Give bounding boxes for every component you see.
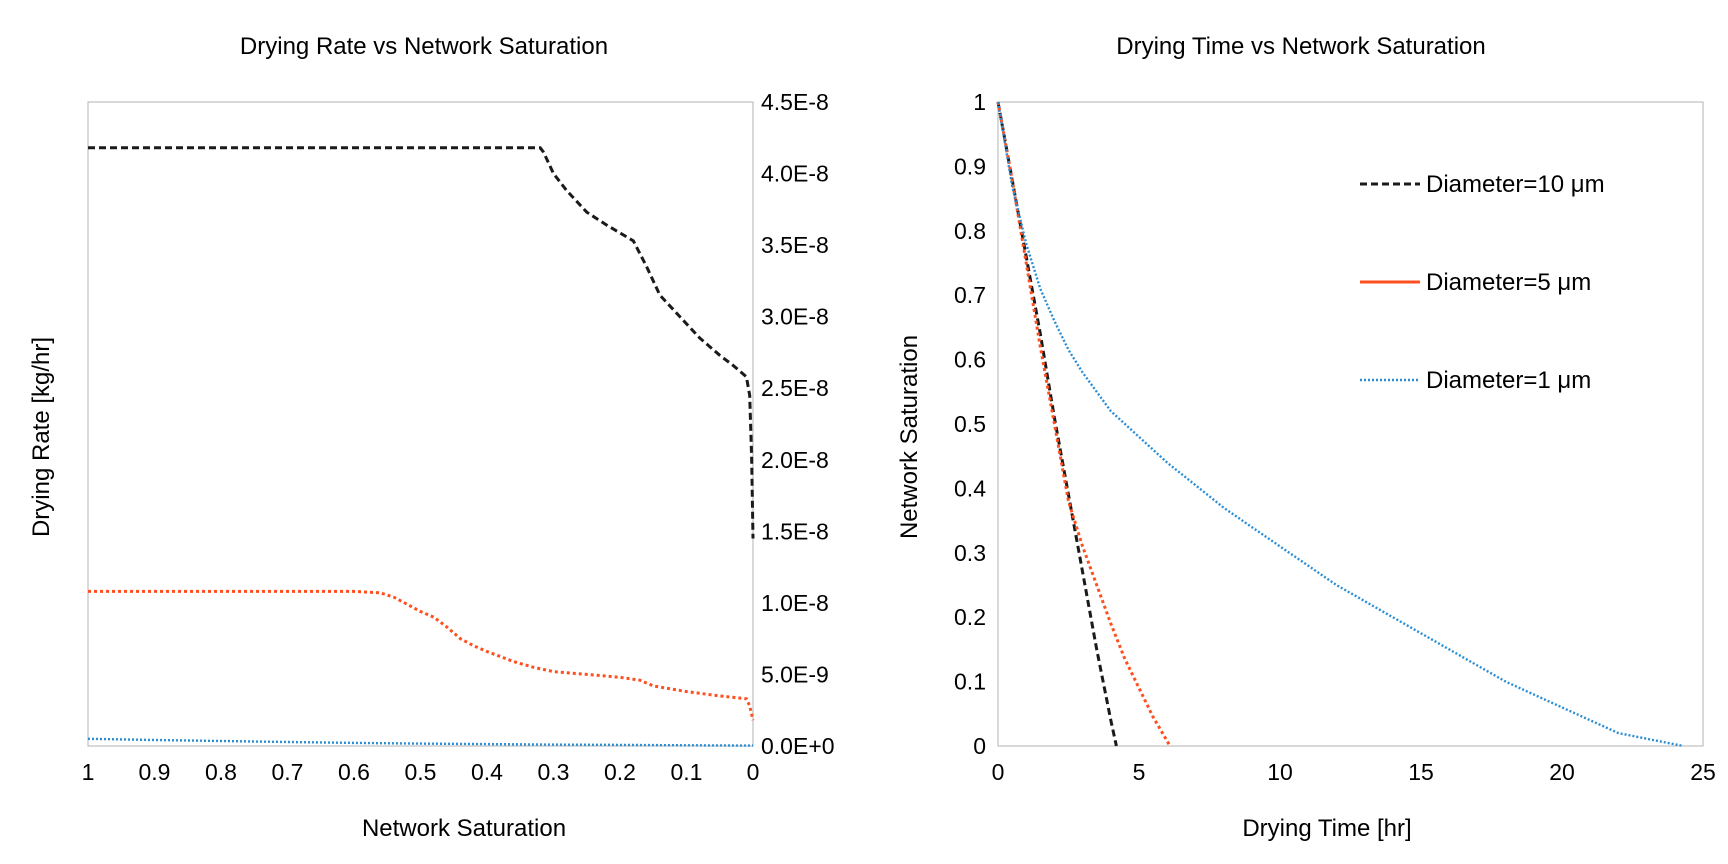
x-tick-label: 0.4 (471, 759, 503, 785)
y-tick-label: 0.6 (954, 347, 986, 373)
x-tick-label: 0.1 (671, 759, 703, 785)
y-tick-label: 0.1 (954, 669, 986, 695)
y-tick-label: 0 (973, 733, 986, 759)
legend-label: Diameter=5 μm (1426, 269, 1591, 296)
y-tick-label: 0.2 (954, 604, 986, 630)
y-tick-label: 0.3 (954, 540, 986, 566)
y-tick-label: 0.8 (954, 218, 986, 244)
chart-drying-time: Drying Time vs Network Saturation 0 5 10 15… (896, 33, 1716, 842)
chart1-y-tick-labels: 0.0E+0 5.0E-9 1.0E-8 1.5E-8 2.0E-8 2.5E-8 3.0E… (761, 89, 835, 759)
y-tick-label: 0.4 (954, 475, 986, 501)
x-tick-label: 5 (1133, 759, 1146, 785)
y-tick-label: 3.0E-8 (761, 304, 829, 330)
chart2-x-axis-label: Drying Time [hr] (1242, 815, 1411, 842)
y-tick-label: 5.0E-9 (761, 661, 829, 687)
legend-label: Diameter=1 μm (1426, 367, 1591, 394)
y-tick-label: 4.0E-8 (761, 161, 829, 187)
y-tick-label: 1.0E-8 (761, 590, 829, 616)
series-line-1 (88, 146, 755, 539)
y-tick-label: 1 (973, 89, 986, 115)
x-tick-label: 0.5 (405, 759, 437, 785)
x-tick-label: 0 (992, 759, 1005, 785)
x-tick-label: 15 (1408, 759, 1434, 785)
y-tick-label: 0.9 (954, 153, 986, 179)
chart2-legend: Diameter=10 μm Diameter=5 μm Diameter=1 μm (1360, 171, 1605, 394)
x-tick-label: 10 (1267, 759, 1293, 785)
series-line-2 (996, 101, 1172, 747)
y-tick-label: 3.5E-8 (761, 232, 829, 258)
x-tick-label: 1 (82, 759, 95, 785)
chart1-x-axis-label: Network Saturation (362, 815, 566, 842)
chart2-series-group (996, 101, 1684, 748)
chart-drying-rate: Drying Rate vs Network Saturation 1 0.9 0.… (28, 33, 835, 842)
chart2-x-tick-labels: 0 5 10 15 20 25 (992, 759, 1716, 785)
y-tick-label: 0.0E+0 (761, 733, 835, 759)
y-tick-label: 1.5E-8 (761, 518, 829, 544)
x-tick-label: 0.7 (272, 759, 304, 785)
series-line-2 (88, 589, 755, 721)
legend-label: Diameter=10 μm (1426, 171, 1605, 198)
chart2-y-axis-label: Network Saturation (896, 335, 923, 539)
chart2-title: Drying Time vs Network Saturation (1116, 33, 1485, 60)
series-line-3 (996, 101, 1684, 748)
y-tick-label: 2.5E-8 (761, 375, 829, 401)
chart2-y-tick-labels: 0 0.1 0.2 0.3 0.4 0.5 0.6 0.7 0.8 0.9 1 (954, 89, 986, 759)
chart1-series-group (87, 146, 755, 747)
x-tick-label: 0 (747, 759, 760, 785)
chart1-x-tick-labels: 1 0.9 0.8 0.7 0.6 0.5 0.4 0.3 0.2 0.1 0 (82, 759, 760, 785)
y-tick-label: 0.7 (954, 282, 986, 308)
x-tick-label: 0.8 (205, 759, 237, 785)
chart1-y-axis-label: Drying Rate [kg/hr] (28, 337, 55, 537)
y-tick-label: 0.5 (954, 411, 986, 437)
y-tick-label: 4.5E-8 (761, 89, 829, 115)
series-line-3 (87, 737, 754, 747)
chart1-plot-frame (87, 101, 754, 747)
chart1-title: Drying Rate vs Network Saturation (240, 33, 608, 60)
x-tick-label: 0.9 (139, 759, 171, 785)
chart2-plot-frame (997, 101, 1704, 747)
x-tick-label: 0.3 (538, 759, 570, 785)
x-tick-label: 20 (1549, 759, 1575, 785)
x-tick-label: 25 (1690, 759, 1716, 785)
x-tick-label: 0.6 (338, 759, 370, 785)
y-tick-label: 2.0E-8 (761, 447, 829, 473)
x-tick-label: 0.2 (604, 759, 636, 785)
